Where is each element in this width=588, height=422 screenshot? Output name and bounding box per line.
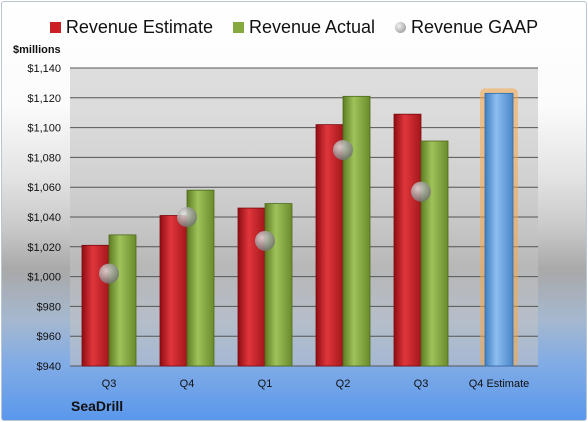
bar-revenue-forecast	[484, 92, 514, 367]
legend: Revenue Estimate Revenue Actual Revenue …	[0, 17, 588, 38]
x-axis-ticks: Q3 Q4 Q1 Q2 Q3 Q4 Estimate	[102, 378, 530, 390]
bar-revenue-actual	[108, 234, 137, 367]
y-tick-label: $1,140	[27, 63, 61, 75]
gaap-markers	[99, 139, 431, 284]
legend-label-estimate: Revenue Estimate	[65, 17, 213, 37]
legend-item-estimate: Revenue Estimate	[49, 17, 213, 38]
gaap-marker	[411, 181, 431, 202]
bar-revenue-estimate	[315, 124, 344, 367]
legend-label-actual: Revenue Actual	[248, 17, 376, 37]
y-tick-label: $1,100	[27, 123, 61, 135]
legend-swatch-estimate	[49, 22, 61, 33]
legend-swatch-gaap	[395, 22, 407, 33]
y-tick-label: $1,020	[27, 242, 61, 254]
y-tick-label: $980	[37, 301, 61, 313]
unit-label: $millions	[13, 44, 61, 56]
gaap-marker	[177, 207, 197, 227]
y-tick-label: $940	[37, 361, 61, 373]
legend-swatch-actual	[232, 22, 244, 33]
x-tick-label: Q1	[258, 378, 273, 390]
bar-revenue-actual	[342, 95, 371, 367]
bar-revenue-estimate	[81, 244, 110, 367]
x-tick-label: Q2	[336, 378, 351, 390]
gaap-marker	[255, 230, 275, 251]
bar-revenue-actual	[420, 140, 449, 367]
x-tick-label: Q4 Estimate	[469, 378, 530, 390]
y-tick-label: $1,080	[27, 152, 61, 164]
gaap-marker	[99, 263, 119, 284]
gaap-marker	[333, 139, 353, 160]
y-tick-label: $1,060	[27, 182, 61, 194]
y-axis-ticks: $940 $960 $980 $1,000 $1,020 $1,040 $1,060 $1,0…	[27, 63, 61, 373]
bar-revenue-estimate	[393, 113, 422, 367]
legend-item-actual: Revenue Actual	[232, 17, 376, 38]
bar-revenue-actual	[264, 203, 293, 367]
y-tick-label: $1,120	[27, 93, 61, 105]
x-tick-label: Q4	[180, 378, 195, 390]
bars	[81, 88, 518, 367]
bar-revenue-estimate	[159, 215, 188, 367]
x-tick-label: Q3	[414, 378, 429, 390]
legend-label-gaap: Revenue GAAP	[411, 17, 539, 37]
y-tick-label: $1,000	[27, 272, 61, 284]
y-tick-label: $1,040	[27, 212, 61, 224]
legend-item-gaap: Revenue GAAP	[395, 17, 538, 38]
company-label: SeaDrill	[71, 398, 124, 414]
gridlines	[70, 67, 538, 367]
x-tick-label: Q3	[102, 378, 117, 390]
y-tick-label: $960	[37, 331, 61, 343]
